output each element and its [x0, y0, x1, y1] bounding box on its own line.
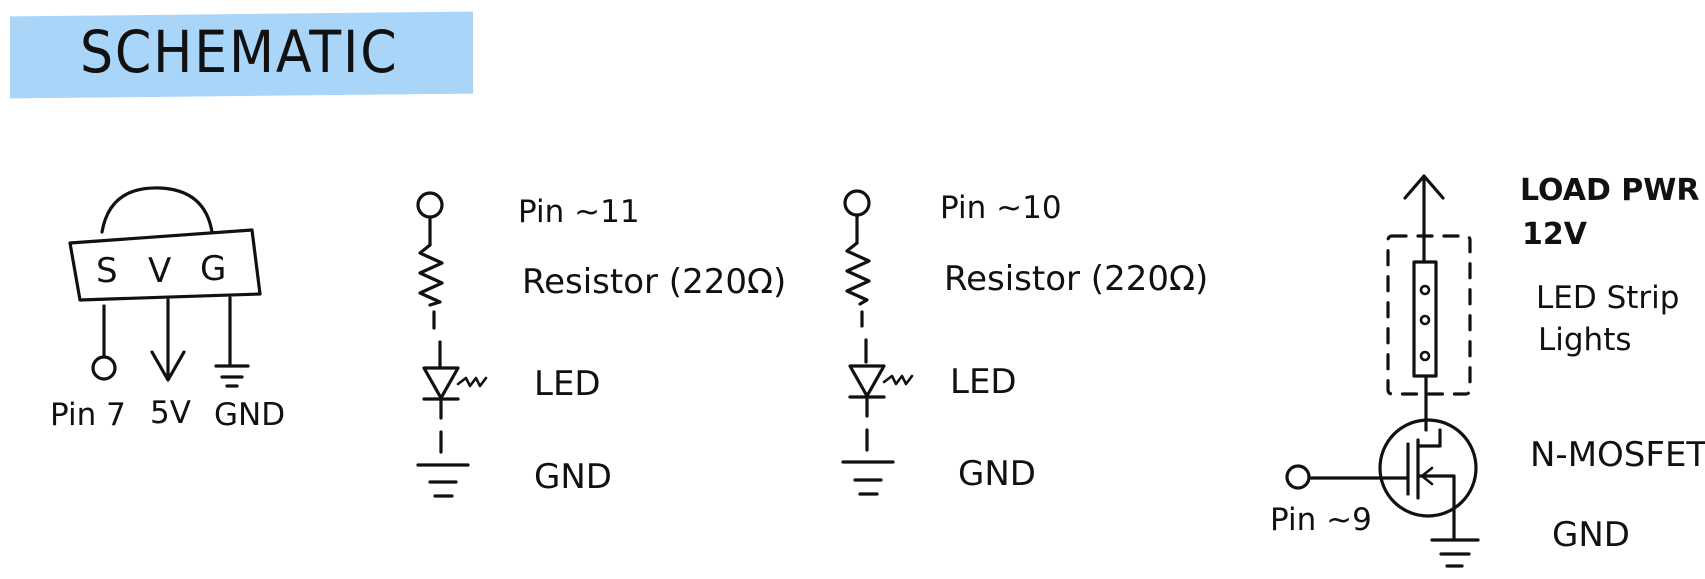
sensor-pin-g: G — [200, 249, 226, 289]
led1-resistor-zigzag — [418, 243, 444, 307]
sensor-pin-s: S — [96, 251, 118, 291]
mosfet-body-arrow — [1420, 466, 1434, 486]
mosfet-ground-label: GND — [1552, 515, 1630, 555]
gate-pin-label: Pin ~9 — [1270, 502, 1372, 538]
load-voltage-label: 12V — [1522, 217, 1588, 252]
led2-pin-terminal — [843, 189, 871, 217]
led1-diode-triangle — [422, 366, 460, 400]
led1-pin-label: Pin ~11 — [518, 194, 640, 230]
load-power-arrow — [1403, 174, 1445, 200]
led-strip-label-line1: LED Strip — [1536, 280, 1679, 316]
led-circuit-1: Pin ~11 Resistor (220Ω) LED GND — [416, 191, 786, 498]
led1-pin-terminal — [416, 191, 444, 219]
sensor-label-signal: Pin 7 — [50, 397, 126, 433]
mosfet-source — [1416, 474, 1456, 518]
led1-ground-label: GND — [534, 457, 612, 497]
mosfet-drain — [1416, 428, 1442, 448]
led-strip-dot-3 — [1419, 350, 1431, 362]
sensor-label-ground: GND — [214, 397, 285, 433]
sensor-label-power: 5V — [150, 395, 191, 431]
led1-resistor-label: Resistor (220Ω) — [522, 262, 786, 302]
sensor-power-arrow — [150, 350, 186, 382]
led-strip-dashed-box — [1386, 234, 1472, 396]
sensor-module: S V G Pin 7 5V GND — [50, 186, 285, 433]
led-strip-body — [1412, 260, 1438, 378]
led2-diode-triangle — [848, 364, 886, 398]
led2-light-arrows — [882, 374, 914, 386]
mosfet-label: N-MOSFET — [1530, 435, 1705, 475]
led2-pin-label: Pin ~10 — [940, 190, 1062, 226]
mosfet-circuit: LOAD PWR 12V LED Strip Lights N-MOSFET G… — [1270, 173, 1705, 568]
led-strip-label-line2: Lights — [1538, 322, 1632, 358]
led-strip-dot-1 — [1419, 284, 1431, 296]
led2-resistor-zigzag — [845, 241, 871, 306]
led2-led-label: LED — [950, 362, 1017, 402]
sensor-dome — [100, 186, 214, 234]
mosfet-circle — [1378, 418, 1478, 518]
sensor-pin-v: V — [148, 251, 171, 291]
sensor-signal-terminal — [91, 355, 117, 381]
led2-resistor-label: Resistor (220Ω) — [944, 259, 1208, 299]
sensor-body — [68, 228, 262, 302]
page-title: SCHEMATIC — [80, 18, 399, 86]
led-strip-dot-2 — [1419, 314, 1431, 326]
gate-pin-terminal — [1285, 464, 1311, 490]
load-power-label: LOAD PWR — [1520, 173, 1700, 208]
led1-light-arrows — [456, 376, 488, 388]
led2-ground-label: GND — [958, 454, 1036, 494]
led-circuit-2: Pin ~10 Resistor (220Ω) LED GND — [841, 189, 1208, 496]
led1-led-label: LED — [534, 364, 601, 404]
